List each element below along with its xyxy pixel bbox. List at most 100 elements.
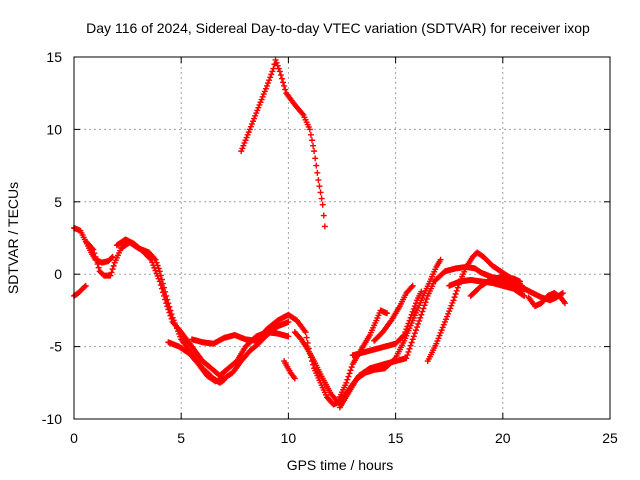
data-point xyxy=(414,324,421,331)
x-tick-label: 20 xyxy=(495,430,511,446)
data-point xyxy=(276,68,283,75)
data-point xyxy=(163,300,170,307)
data-point xyxy=(161,292,168,299)
data-point xyxy=(310,142,317,149)
data-point xyxy=(107,272,114,279)
x-tick-label: 0 xyxy=(70,430,78,446)
series-track-g xyxy=(281,358,298,382)
data-point xyxy=(89,245,96,252)
data-point xyxy=(391,356,398,363)
x-tick-label: 5 xyxy=(177,430,185,446)
data-point xyxy=(291,375,298,382)
data-point xyxy=(319,201,326,208)
data-point xyxy=(272,56,279,63)
data-point xyxy=(318,195,325,202)
data-point xyxy=(93,257,100,264)
data-point xyxy=(259,93,266,100)
data-point xyxy=(162,296,169,303)
data-point xyxy=(445,310,452,317)
data-point xyxy=(257,99,264,106)
data-point xyxy=(155,275,162,282)
data-point xyxy=(401,332,408,339)
data-point xyxy=(285,318,292,325)
data-point xyxy=(346,370,353,377)
data-point xyxy=(411,303,418,310)
data-point xyxy=(263,82,270,89)
data-point xyxy=(403,326,410,333)
data-point xyxy=(347,367,354,374)
data-point xyxy=(94,261,101,268)
data-point xyxy=(306,126,313,133)
data-point xyxy=(167,312,174,319)
data-point xyxy=(245,129,252,136)
data-point xyxy=(302,329,309,336)
y-tick-label: -5 xyxy=(50,339,63,355)
data-point xyxy=(156,268,163,275)
data-point xyxy=(261,88,268,95)
data-point xyxy=(408,283,415,290)
data-point xyxy=(317,189,324,196)
data-point xyxy=(436,332,443,339)
data-point xyxy=(444,313,451,320)
data-point xyxy=(164,303,171,310)
data-point xyxy=(344,376,351,383)
data-point xyxy=(400,333,407,340)
data-point xyxy=(274,62,281,69)
data-point xyxy=(423,296,430,303)
data-point xyxy=(151,264,158,271)
data-point xyxy=(421,302,428,309)
data-point xyxy=(109,253,116,260)
data-point xyxy=(408,311,415,318)
data-point xyxy=(406,345,413,352)
data-point xyxy=(255,104,262,111)
x-axis-ticks: 0 5 10 15 20 25 xyxy=(70,57,618,446)
data-point xyxy=(273,59,280,66)
series-track-q xyxy=(525,290,568,310)
data-point xyxy=(149,259,156,266)
data-point xyxy=(108,269,115,276)
data-point xyxy=(384,310,391,317)
data-point xyxy=(150,262,157,269)
data-point xyxy=(419,308,426,315)
data-point xyxy=(452,290,459,297)
data-point xyxy=(158,285,165,292)
data-point xyxy=(82,282,89,289)
data-point xyxy=(166,309,173,316)
data-point xyxy=(265,80,272,87)
data-point xyxy=(418,288,425,295)
data-point xyxy=(402,329,409,336)
x-axis-title: GPS time / hours xyxy=(287,457,394,473)
data-point xyxy=(405,320,412,327)
data-point xyxy=(313,162,320,169)
data-point xyxy=(246,126,253,133)
data-point xyxy=(153,270,160,277)
data-point xyxy=(311,148,318,155)
data-point xyxy=(437,256,444,263)
data-point xyxy=(157,282,164,289)
data-point xyxy=(280,79,287,86)
data-point xyxy=(415,320,422,327)
data-point xyxy=(308,137,315,144)
x-tick-label: 25 xyxy=(602,430,618,446)
data-point xyxy=(239,145,246,152)
data-point xyxy=(238,148,245,155)
data-point xyxy=(250,118,257,125)
grid-lines xyxy=(74,57,610,419)
x-tick-label: 15 xyxy=(388,430,404,446)
data-point xyxy=(254,107,261,114)
series-track-k xyxy=(371,282,416,344)
series-track-d xyxy=(113,236,292,379)
series-track-n xyxy=(467,274,523,299)
data-point xyxy=(278,75,285,82)
data-point xyxy=(416,317,423,324)
data-point xyxy=(108,254,115,261)
y-tick-label: -10 xyxy=(42,411,62,427)
data-point xyxy=(412,327,419,334)
data-point xyxy=(433,340,440,347)
data-point xyxy=(345,373,352,380)
data-point xyxy=(454,284,461,291)
series-track-e xyxy=(165,318,292,385)
series-track-o xyxy=(506,282,526,295)
data-point xyxy=(168,315,175,322)
data-point xyxy=(521,292,528,299)
